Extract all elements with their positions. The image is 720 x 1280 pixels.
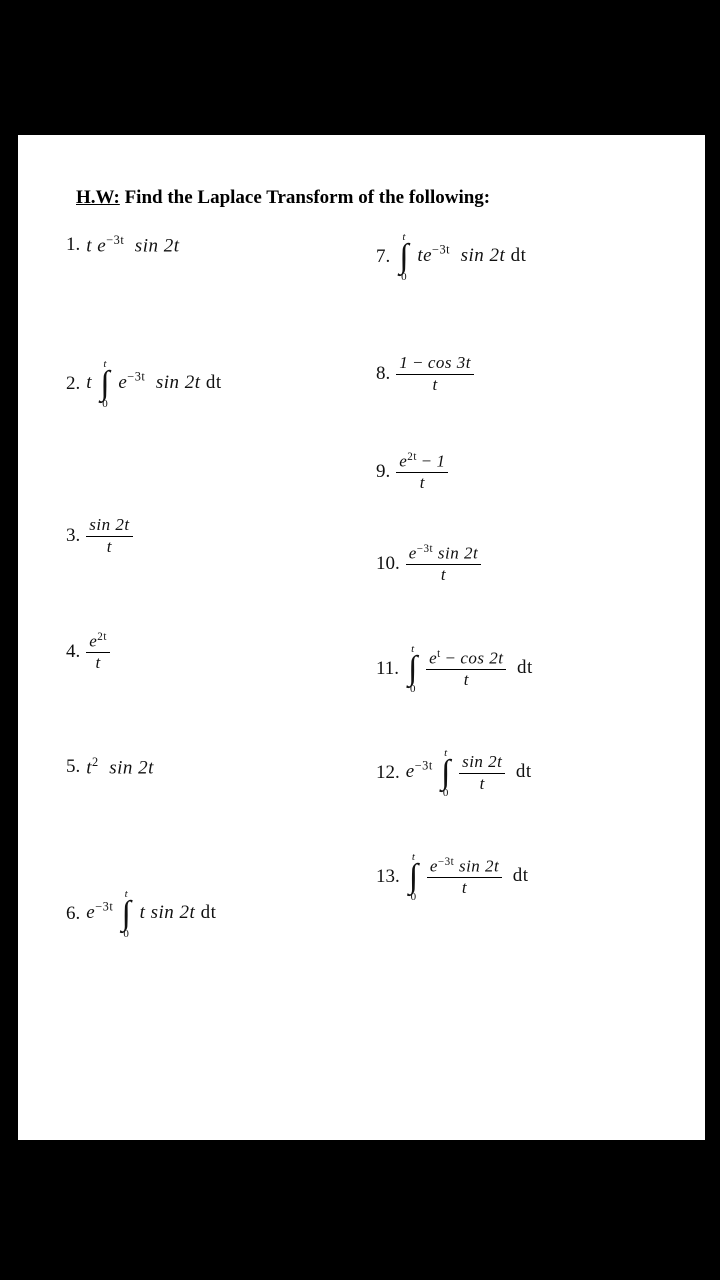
number-1: 1. xyxy=(66,234,80,256)
integral-icon: t ∫ 0 xyxy=(441,747,451,798)
expr-12: e−3t t ∫ 0 sin 2t t dt xyxy=(406,747,532,798)
problem-1: 1. t e−3t sin 2t xyxy=(66,227,356,263)
expr-3: sin 2t t xyxy=(86,516,132,556)
number-12: 12. xyxy=(376,762,400,784)
expr-4: e2t t xyxy=(86,631,110,673)
problem-2: 2. t t ∫ 0 e−3t sin 2t dt xyxy=(66,349,356,419)
problem-4: 4. e2t t xyxy=(66,627,356,677)
expr-2: t t ∫ 0 e−3t sin 2t dt xyxy=(86,358,221,409)
expr-1: t e−3t sin 2t xyxy=(86,233,179,257)
integral-icon: t ∫ 0 xyxy=(408,643,418,694)
number-11: 11. xyxy=(376,658,399,680)
number-2: 2. xyxy=(66,373,80,395)
number-10: 10. xyxy=(376,553,400,575)
integral-icon: t ∫ 0 xyxy=(100,358,110,409)
number-5: 5. xyxy=(66,756,80,778)
number-13: 13. xyxy=(376,866,400,888)
problem-7: 7. t ∫ 0 te−3t sin 2t dt xyxy=(376,227,675,287)
problem-13: 13. t ∫ 0 e−3t sin 2t t dt xyxy=(376,847,675,907)
number-9: 9. xyxy=(376,461,390,483)
problem-9: 9. e2t − 1 t xyxy=(376,447,675,497)
expr-9: e2t − 1 t xyxy=(396,451,448,493)
integral-icon: t ∫ 0 xyxy=(399,231,409,282)
number-7: 7. xyxy=(376,246,390,268)
expr-11: t ∫ 0 et − cos 2t t dt xyxy=(405,643,533,694)
expr-13: t ∫ 0 e−3t sin 2t t dt xyxy=(406,851,529,902)
expr-6: e−3t t ∫ 0 t sin 2t dt xyxy=(86,888,216,939)
problem-8: 8. 1 − cos 3t t xyxy=(376,349,675,399)
expr-10: e−3t sin 2t t xyxy=(406,543,481,585)
expr-5: t2 sin 2t xyxy=(86,755,154,779)
problem-6: 6. e−3t t ∫ 0 t sin 2t dt xyxy=(66,879,356,949)
heading-hw: H.W: xyxy=(76,187,120,208)
number-8: 8. xyxy=(376,363,390,385)
problem-12: 12. e−3t t ∫ 0 sin 2t t dt xyxy=(376,743,675,803)
number-4: 4. xyxy=(66,641,80,663)
problem-5: 5. t2 sin 2t xyxy=(66,747,356,787)
left-column: 1. t e−3t sin 2t 2. t t ∫ 0 e−3t sin 2t xyxy=(66,227,356,949)
integral-icon: t ∫ 0 xyxy=(409,851,419,902)
right-column: 7. t ∫ 0 te−3t sin 2t dt 8. 1 − cos 3t xyxy=(356,227,675,949)
problem-11: 11. t ∫ 0 et − cos 2t t dt xyxy=(376,639,675,699)
problem-3: 3. sin 2t t xyxy=(66,511,356,561)
problem-columns: 1. t e−3t sin 2t 2. t t ∫ 0 e−3t sin 2t xyxy=(66,227,675,949)
number-6: 6. xyxy=(66,903,80,925)
integral-icon: t ∫ 0 xyxy=(122,888,132,939)
problem-10: 10. e−3t sin 2t t xyxy=(376,539,675,589)
expr-7: t ∫ 0 te−3t sin 2t dt xyxy=(396,231,526,282)
heading: H.W: Find the Laplace Transform of the f… xyxy=(76,187,675,209)
worksheet-page: H.W: Find the Laplace Transform of the f… xyxy=(18,135,705,1140)
number-3: 3. xyxy=(66,525,80,547)
heading-text: Find the Laplace Transform of the follow… xyxy=(120,187,490,208)
expr-8: 1 − cos 3t t xyxy=(396,354,474,394)
